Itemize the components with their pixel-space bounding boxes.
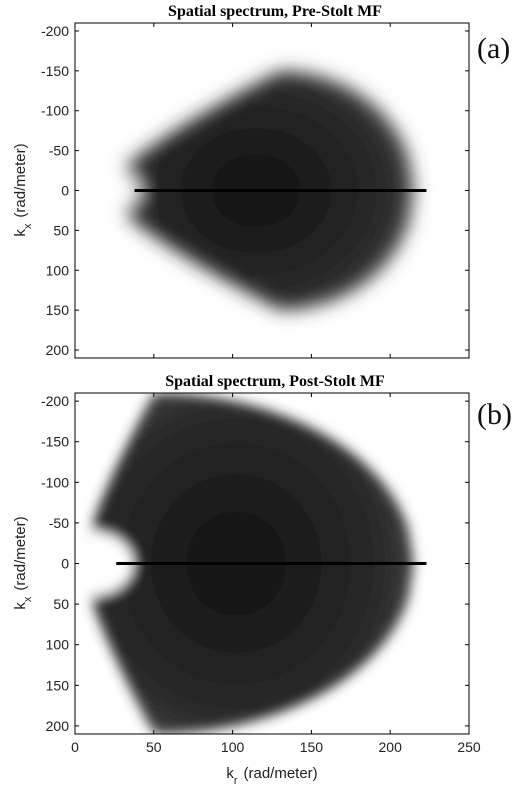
ytick-label: -100 — [41, 103, 69, 119]
spectrum-notch — [90, 531, 134, 596]
xtick-label: 200 — [379, 739, 403, 755]
panel-b-plot — [90, 393, 427, 734]
panel-a-ylabel: kx(rad/meter) — [12, 143, 34, 236]
ytick-label: 0 — [61, 556, 69, 572]
panel-b-title: Spatial spectrum, Post-Stolt MF — [165, 373, 385, 390]
ytick-label: -50 — [49, 515, 69, 531]
panel-b: Spatial spectrum, Post-Stolt MF (b) -200… — [12, 373, 512, 787]
panel-a-ticks: -200 -150 -100 -50 0 50 100 150 200 — [41, 23, 470, 358]
ytick-label: -150 — [41, 434, 69, 450]
ytick-label: -150 — [41, 63, 69, 79]
ytick-label: 0 — [61, 183, 69, 199]
ytick-label: -50 — [49, 143, 69, 159]
panel-a: Spatial spectrum, Pre-Stolt MF (a) -200-… — [12, 3, 510, 359]
panel-a-plot — [127, 70, 427, 311]
panel-b-xlabel: kr (rad/meter) — [226, 765, 317, 787]
panel-b-label: (b) — [477, 398, 512, 431]
ytick-label: -200 — [41, 393, 69, 409]
panel-a-label: (a) — [477, 32, 510, 65]
ytick-label: 50 — [53, 222, 69, 238]
ytick-label: 150 — [46, 302, 70, 318]
panel-b-ylabel: kx(rad/meter) — [12, 516, 34, 609]
ytick-label: 50 — [53, 596, 69, 612]
ytick-label: 100 — [46, 262, 70, 278]
spectrum-notch — [127, 176, 140, 205]
xtick-label: 250 — [457, 739, 481, 755]
xtick-label: 0 — [71, 739, 79, 755]
panel-a-title: Spatial spectrum, Pre-Stolt MF — [168, 3, 382, 20]
ytick-label: 150 — [46, 677, 70, 693]
ytick-label: 200 — [46, 718, 70, 734]
xtick-label: 50 — [146, 739, 162, 755]
ytick-label: 100 — [46, 637, 70, 653]
ytick-label: -100 — [41, 474, 69, 490]
xtick-label: 150 — [300, 739, 324, 755]
xtick-label: 100 — [221, 739, 245, 755]
ytick-label: 200 — [46, 342, 70, 358]
ytick-label: -200 — [41, 23, 69, 39]
